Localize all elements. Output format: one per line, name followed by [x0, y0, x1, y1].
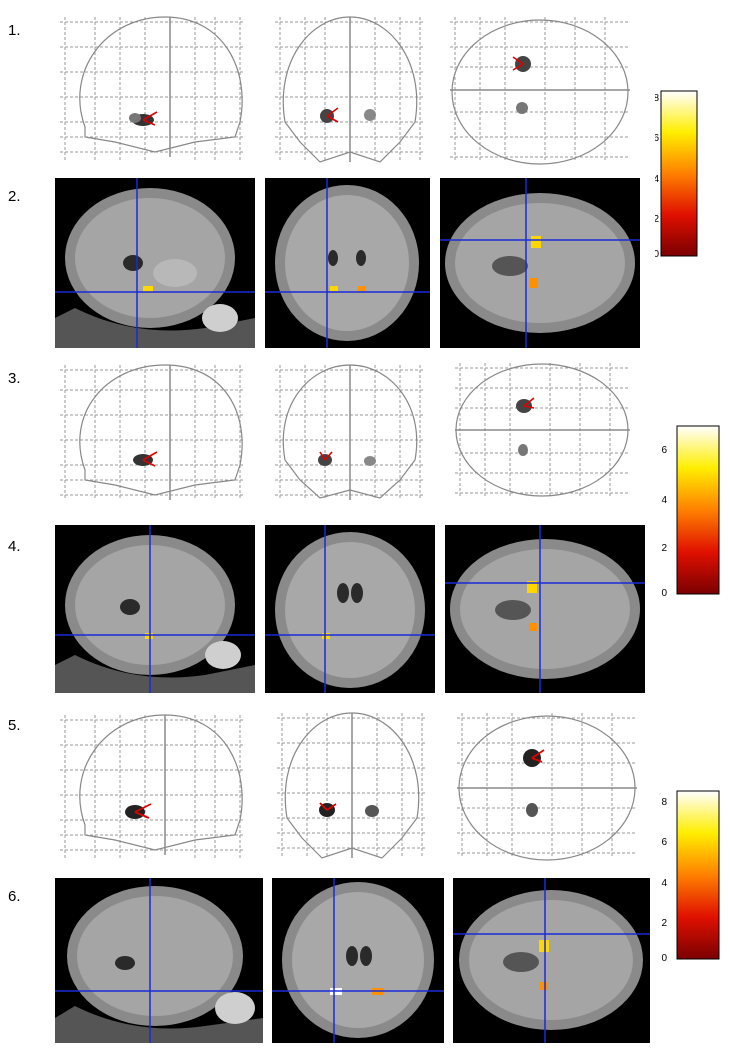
mri-coronal-6 [272, 878, 444, 1043]
cbar3-tick-8: 8 [661, 797, 667, 808]
mri-coronal-2 [265, 178, 430, 348]
cbar1-tick-8: 8 [655, 93, 659, 104]
cbar1-tick-0: 0 [655, 249, 659, 260]
glass-coronal-1 [270, 12, 430, 172]
cbar1-tick-4: 4 [655, 174, 659, 185]
glass-coronal-3 [270, 360, 430, 505]
mri-sagittal-6 [55, 878, 263, 1043]
glass-sagittal-5 [55, 710, 250, 870]
cbar1-tick-2: 2 [655, 214, 659, 225]
mri-axial-2 [440, 178, 640, 348]
colorbar-2: 6 4 2 0 [655, 420, 725, 600]
cbar2-tick-0: 0 [661, 588, 667, 599]
row-label-2: 2. [8, 188, 21, 205]
cbar3-tick-4: 4 [661, 878, 667, 889]
row-label-3: 3. [8, 370, 21, 387]
mri-axial-6 [453, 878, 650, 1043]
mri-axial-4 [445, 525, 645, 693]
cbar1-tick-6: 6 [655, 133, 659, 144]
glass-sagittal-3 [55, 360, 250, 505]
cbar2-tick-4: 4 [661, 495, 667, 506]
colorbar-1: 8 6 4 2 0 [655, 85, 725, 265]
cbar2-tick-6: 6 [661, 445, 667, 456]
row-label-4: 4. [8, 538, 21, 555]
cbar3-tick-2: 2 [661, 918, 667, 929]
cbar3-tick-6: 6 [661, 837, 667, 848]
mri-sagittal-2 [55, 178, 255, 348]
glass-axial-5 [452, 708, 642, 868]
colorbar-3: 8 6 4 2 0 [655, 785, 725, 965]
mri-sagittal-4 [55, 525, 255, 693]
glass-axial-1 [445, 12, 635, 172]
cbar2-tick-2: 2 [661, 543, 667, 554]
mri-coronal-4 [265, 525, 435, 693]
row-label-5: 5. [8, 717, 21, 734]
glass-coronal-5 [272, 708, 432, 868]
row-label-1: 1. [8, 22, 21, 39]
cbar3-tick-0: 0 [661, 953, 667, 964]
glass-axial-3 [450, 358, 635, 503]
row-label-6: 6. [8, 888, 21, 905]
glass-sagittal-1 [55, 12, 250, 172]
